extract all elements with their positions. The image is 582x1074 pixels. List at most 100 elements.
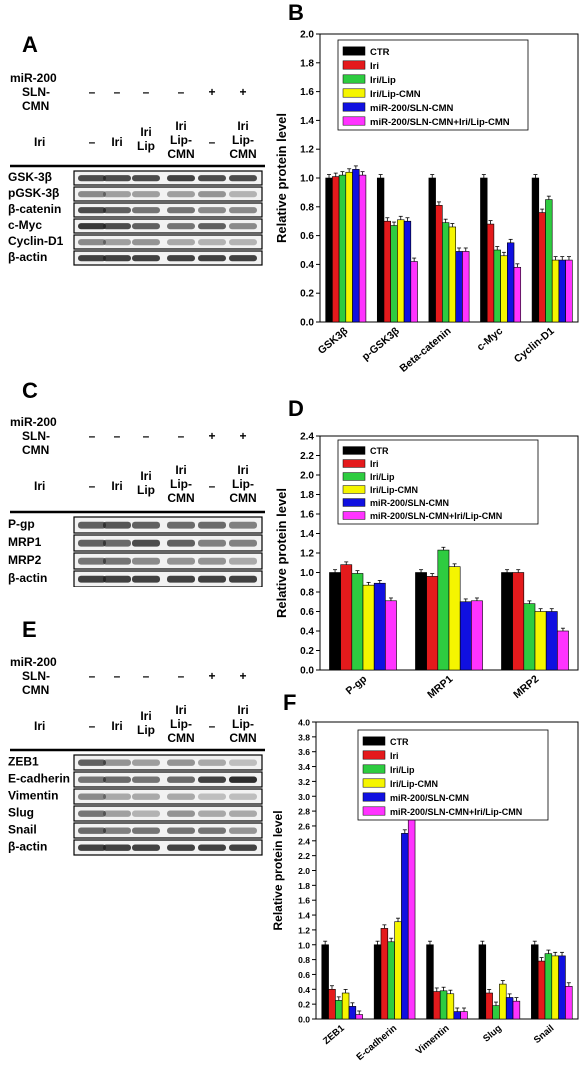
bar (403, 220, 412, 323)
iri-treatment-mark: Iri (175, 463, 186, 477)
protein-band (198, 223, 226, 230)
bar (565, 986, 573, 1020)
protein-band (103, 255, 131, 262)
panel-letter-c: C (22, 378, 38, 403)
protein-band (229, 557, 257, 565)
protein-label: Slug (8, 806, 34, 820)
protein-band (103, 844, 131, 851)
protein-label: MRP1 (8, 535, 42, 549)
mir200-treatment-mark: – (89, 85, 96, 99)
bar (551, 259, 560, 323)
mir200-treatment-mark: – (114, 85, 121, 99)
panel-letter-d: D (288, 396, 304, 421)
protein-band (229, 175, 257, 182)
iri-treatment-mark: Lip- (232, 133, 254, 147)
protein-band (229, 759, 257, 766)
protein-band (167, 539, 195, 547)
y-tick-label: 0.4 (298, 985, 310, 995)
bar (500, 255, 508, 323)
bar (410, 261, 418, 323)
bar (341, 992, 350, 1020)
protein-band (167, 810, 195, 817)
y-tick-label: 3.0 (298, 792, 310, 802)
legend-swatch (362, 764, 386, 774)
protein-band (78, 810, 106, 817)
protein-band (198, 539, 226, 547)
panel-letter-b: B (288, 0, 304, 25)
bar (355, 1014, 363, 1020)
protein-band (103, 793, 131, 800)
iri-treatment-mark: Iri (175, 703, 186, 717)
bar (565, 259, 573, 323)
y-tick-label: 1.4 (300, 116, 314, 127)
legend-entry: Iri (370, 459, 379, 469)
protein-band (78, 776, 106, 783)
bar (453, 1011, 461, 1020)
bar (358, 174, 367, 323)
protein-band (167, 759, 195, 766)
mir200-treatment-mark: – (143, 429, 150, 443)
protein-band (167, 793, 195, 800)
bar (426, 576, 439, 671)
bar (523, 603, 536, 671)
iri-treatment-mark: Lip- (232, 477, 254, 491)
iri-treatment-mark: Iri (111, 135, 122, 149)
bar (397, 219, 405, 323)
protein-band (132, 759, 160, 766)
bar (329, 572, 341, 671)
iri-treatment-mark: – (209, 135, 216, 149)
iri-treatment-mark: CMN (229, 491, 256, 505)
protein-band (229, 844, 257, 851)
protein-band (229, 539, 257, 547)
category-label: E-cadherin (354, 1023, 399, 1063)
blot-strip (73, 788, 263, 805)
bar (380, 928, 389, 1020)
bar (462, 251, 470, 323)
protein-band (78, 239, 106, 246)
bar (492, 1005, 500, 1020)
legend-swatch (342, 74, 366, 84)
iri-treatment-mark: Lip (137, 483, 155, 497)
protein-band (229, 223, 257, 230)
y-tick-label: 0.8 (298, 955, 310, 965)
protein-label: P-gp (8, 517, 35, 531)
sln-label: SLN- (22, 669, 50, 683)
y-tick-label: 0.2 (298, 1000, 310, 1010)
protein-band (78, 191, 106, 198)
iri-treatment-mark: Lip (137, 723, 155, 737)
bar (558, 955, 566, 1020)
y-tick-label: 1.6 (298, 896, 310, 906)
y-tick-label: 2.0 (298, 866, 310, 876)
protein-band (167, 207, 195, 214)
mir200-treatment-mark: – (114, 669, 121, 683)
y-tick-label: 2.8 (298, 807, 310, 817)
bar (407, 786, 416, 1020)
protein-band (229, 827, 257, 834)
legend (337, 39, 529, 131)
bar (340, 564, 353, 671)
bar-chart-b: 0.0 0.2 0.4 0.6 0.8 1.0 1.2 1.4 1.6 1.8 2.0 Relativ… (274, 30, 579, 373)
protein-band (167, 175, 195, 182)
panel-letter-f: F (283, 690, 297, 715)
bar (328, 988, 336, 1020)
bar (352, 169, 360, 323)
protein-band (78, 557, 106, 565)
y-tick-label: 0.0 (298, 1015, 310, 1025)
bar (441, 222, 450, 323)
protein-label: ZEB1 (8, 755, 39, 769)
y-axis-label: Relative protein level (274, 113, 289, 243)
protein-label: MRP2 (8, 553, 42, 567)
bar (493, 249, 501, 323)
bar (373, 582, 386, 671)
bar (455, 251, 463, 323)
mir200-treatment-mark: – (89, 669, 96, 683)
iri-treatment-mark: CMN (229, 147, 256, 161)
protein-band (229, 575, 257, 583)
cmn-label: CMN (22, 99, 49, 113)
legend-entry: CTR (370, 47, 390, 58)
bar (471, 600, 483, 671)
protein-band (78, 759, 106, 766)
protein-band (167, 575, 195, 583)
